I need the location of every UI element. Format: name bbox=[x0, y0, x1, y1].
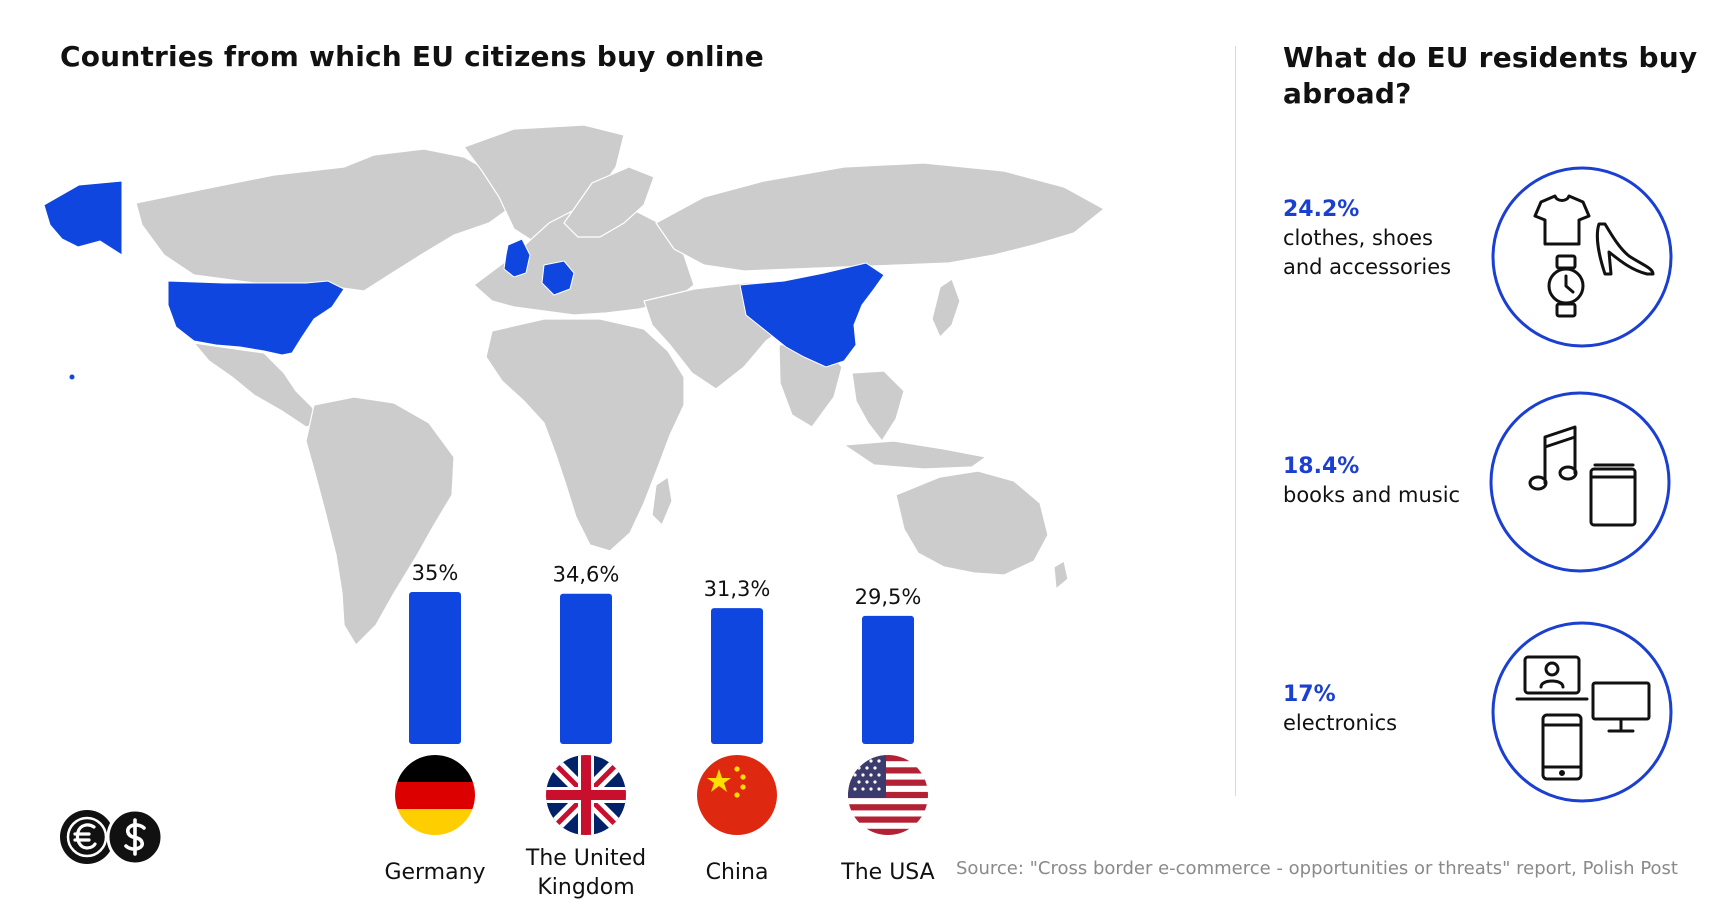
source-note: Source: "Cross border e-commerce - oppor… bbox=[956, 858, 1678, 879]
cinkciarz-logo bbox=[60, 808, 164, 866]
scandinavia-shape bbox=[563, 166, 655, 238]
map-title: Countries from which EU citizens buy onl… bbox=[60, 40, 764, 73]
book-icon bbox=[1589, 463, 1637, 527]
highlighted-countries bbox=[44, 180, 885, 381]
category-label: books and music bbox=[1283, 483, 1461, 507]
wristwatch-icon bbox=[1547, 254, 1585, 318]
south-america-shape bbox=[305, 396, 455, 646]
category-value: 24.2% bbox=[1283, 197, 1360, 222]
bar-2 bbox=[711, 608, 763, 744]
category-electronics: 17% electronics bbox=[1283, 680, 1503, 738]
map-landmasses bbox=[135, 124, 1106, 646]
monitor-icon bbox=[1591, 681, 1651, 733]
country-label-usa: The USA bbox=[841, 860, 935, 885]
clothes-icon-circle bbox=[1491, 166, 1673, 348]
electronics-icon-circle bbox=[1491, 621, 1673, 803]
category-label: clothes, shoes and accessories bbox=[1283, 226, 1452, 279]
bar-value-label-3: 29,5% bbox=[855, 585, 922, 609]
country-label-uk: The United Kingdom bbox=[525, 846, 647, 900]
russia-shape bbox=[655, 162, 1106, 272]
bar-3 bbox=[862, 615, 914, 744]
australia-shape bbox=[895, 470, 1049, 576]
country-label-germany: Germany bbox=[384, 860, 486, 885]
germany-flag bbox=[395, 755, 475, 835]
bar-0 bbox=[409, 592, 461, 744]
section-divider bbox=[1235, 46, 1236, 796]
germany-shape bbox=[541, 260, 575, 296]
new-zealand-shape bbox=[1053, 560, 1069, 591]
alaska-shape bbox=[44, 180, 123, 256]
canada-shape bbox=[135, 148, 515, 292]
category-value: 17% bbox=[1283, 682, 1336, 707]
se-asia-shape bbox=[851, 370, 905, 443]
high-heel-icon bbox=[1595, 222, 1655, 276]
smartphone-icon bbox=[1541, 713, 1583, 781]
bar-value-label-2: 31,3% bbox=[704, 577, 771, 601]
world-map bbox=[44, 124, 1106, 646]
category-value: 18.4% bbox=[1283, 454, 1360, 479]
china-shape bbox=[739, 262, 885, 368]
t-shirt-icon bbox=[1533, 194, 1591, 246]
usa-shape bbox=[167, 280, 345, 356]
category-books: 18.4% books and music bbox=[1283, 452, 1503, 510]
books-icon-circle bbox=[1489, 391, 1671, 573]
categories-title: What do EU residents buy abroad? bbox=[1283, 41, 1698, 110]
music-note-icon bbox=[1528, 425, 1578, 491]
usa-flag bbox=[848, 755, 928, 835]
uk-shape bbox=[503, 238, 531, 278]
category-clothes: 24.2% clothes, shoes and accessories bbox=[1283, 195, 1503, 282]
indonesia-shape bbox=[842, 440, 988, 470]
madagascar-shape bbox=[651, 475, 673, 527]
china-flag bbox=[697, 755, 777, 835]
uk-flag bbox=[546, 755, 626, 835]
africa-shape bbox=[485, 318, 685, 552]
bar-1 bbox=[560, 593, 612, 744]
laptop-icon bbox=[1515, 655, 1589, 701]
japan-shape bbox=[931, 278, 961, 339]
bar-value-label-1: 34,6% bbox=[553, 563, 620, 587]
category-label: electronics bbox=[1283, 711, 1398, 735]
country-label-china: China bbox=[705, 860, 769, 885]
bar-chart: 35% 34,6% 31,3% 29,5% bbox=[409, 561, 922, 744]
bar-value-label-0: 35% bbox=[412, 561, 459, 585]
hawaii-shape bbox=[68, 373, 76, 381]
